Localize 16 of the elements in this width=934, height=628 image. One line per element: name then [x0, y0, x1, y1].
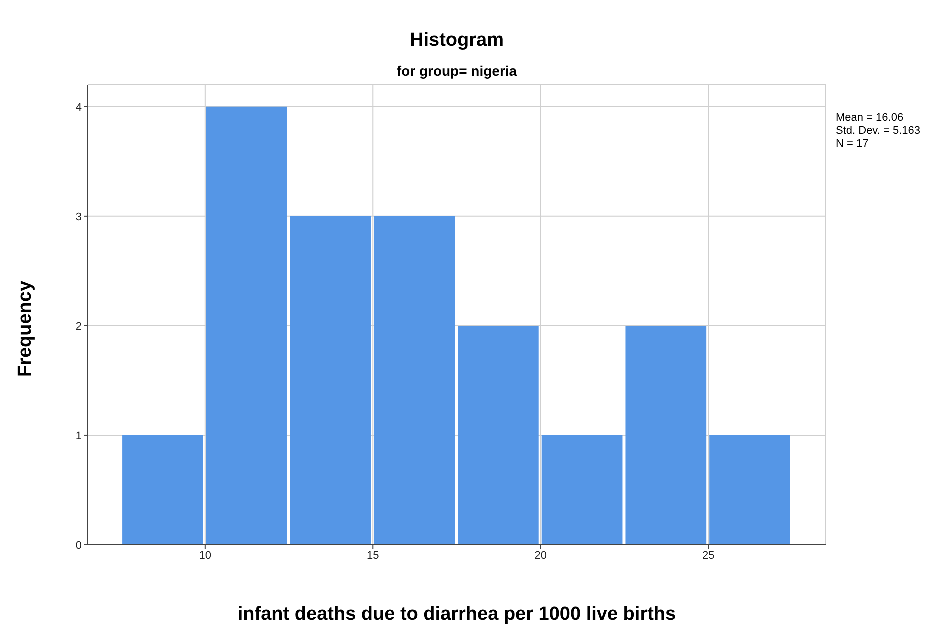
y-tick-label: 0: [76, 540, 82, 552]
x-tick-label: 10: [199, 550, 212, 562]
chart-subtitle: for group= nigeria: [396, 63, 518, 79]
y-tick-label: 3: [76, 211, 82, 224]
chart-title: Histogram: [409, 30, 505, 52]
x-axis-title: infant deaths due to diarrhea per 1000 live births: [236, 604, 678, 626]
x-tick-label: 15: [367, 550, 380, 562]
y-axis-title: Frequency: [15, 280, 37, 380]
text: Mean = 16.06: [836, 112, 905, 125]
y-tick-label: 1: [76, 430, 82, 442]
text: Std. Dev. = 5.163: [836, 125, 920, 138]
y-tick-label: 4: [76, 102, 82, 114]
x-tick-label: 25: [702, 550, 715, 562]
text: N = 17: [836, 138, 870, 151]
y-tick-label: 2: [76, 320, 82, 333]
x-tick-label: 20: [534, 550, 547, 562]
